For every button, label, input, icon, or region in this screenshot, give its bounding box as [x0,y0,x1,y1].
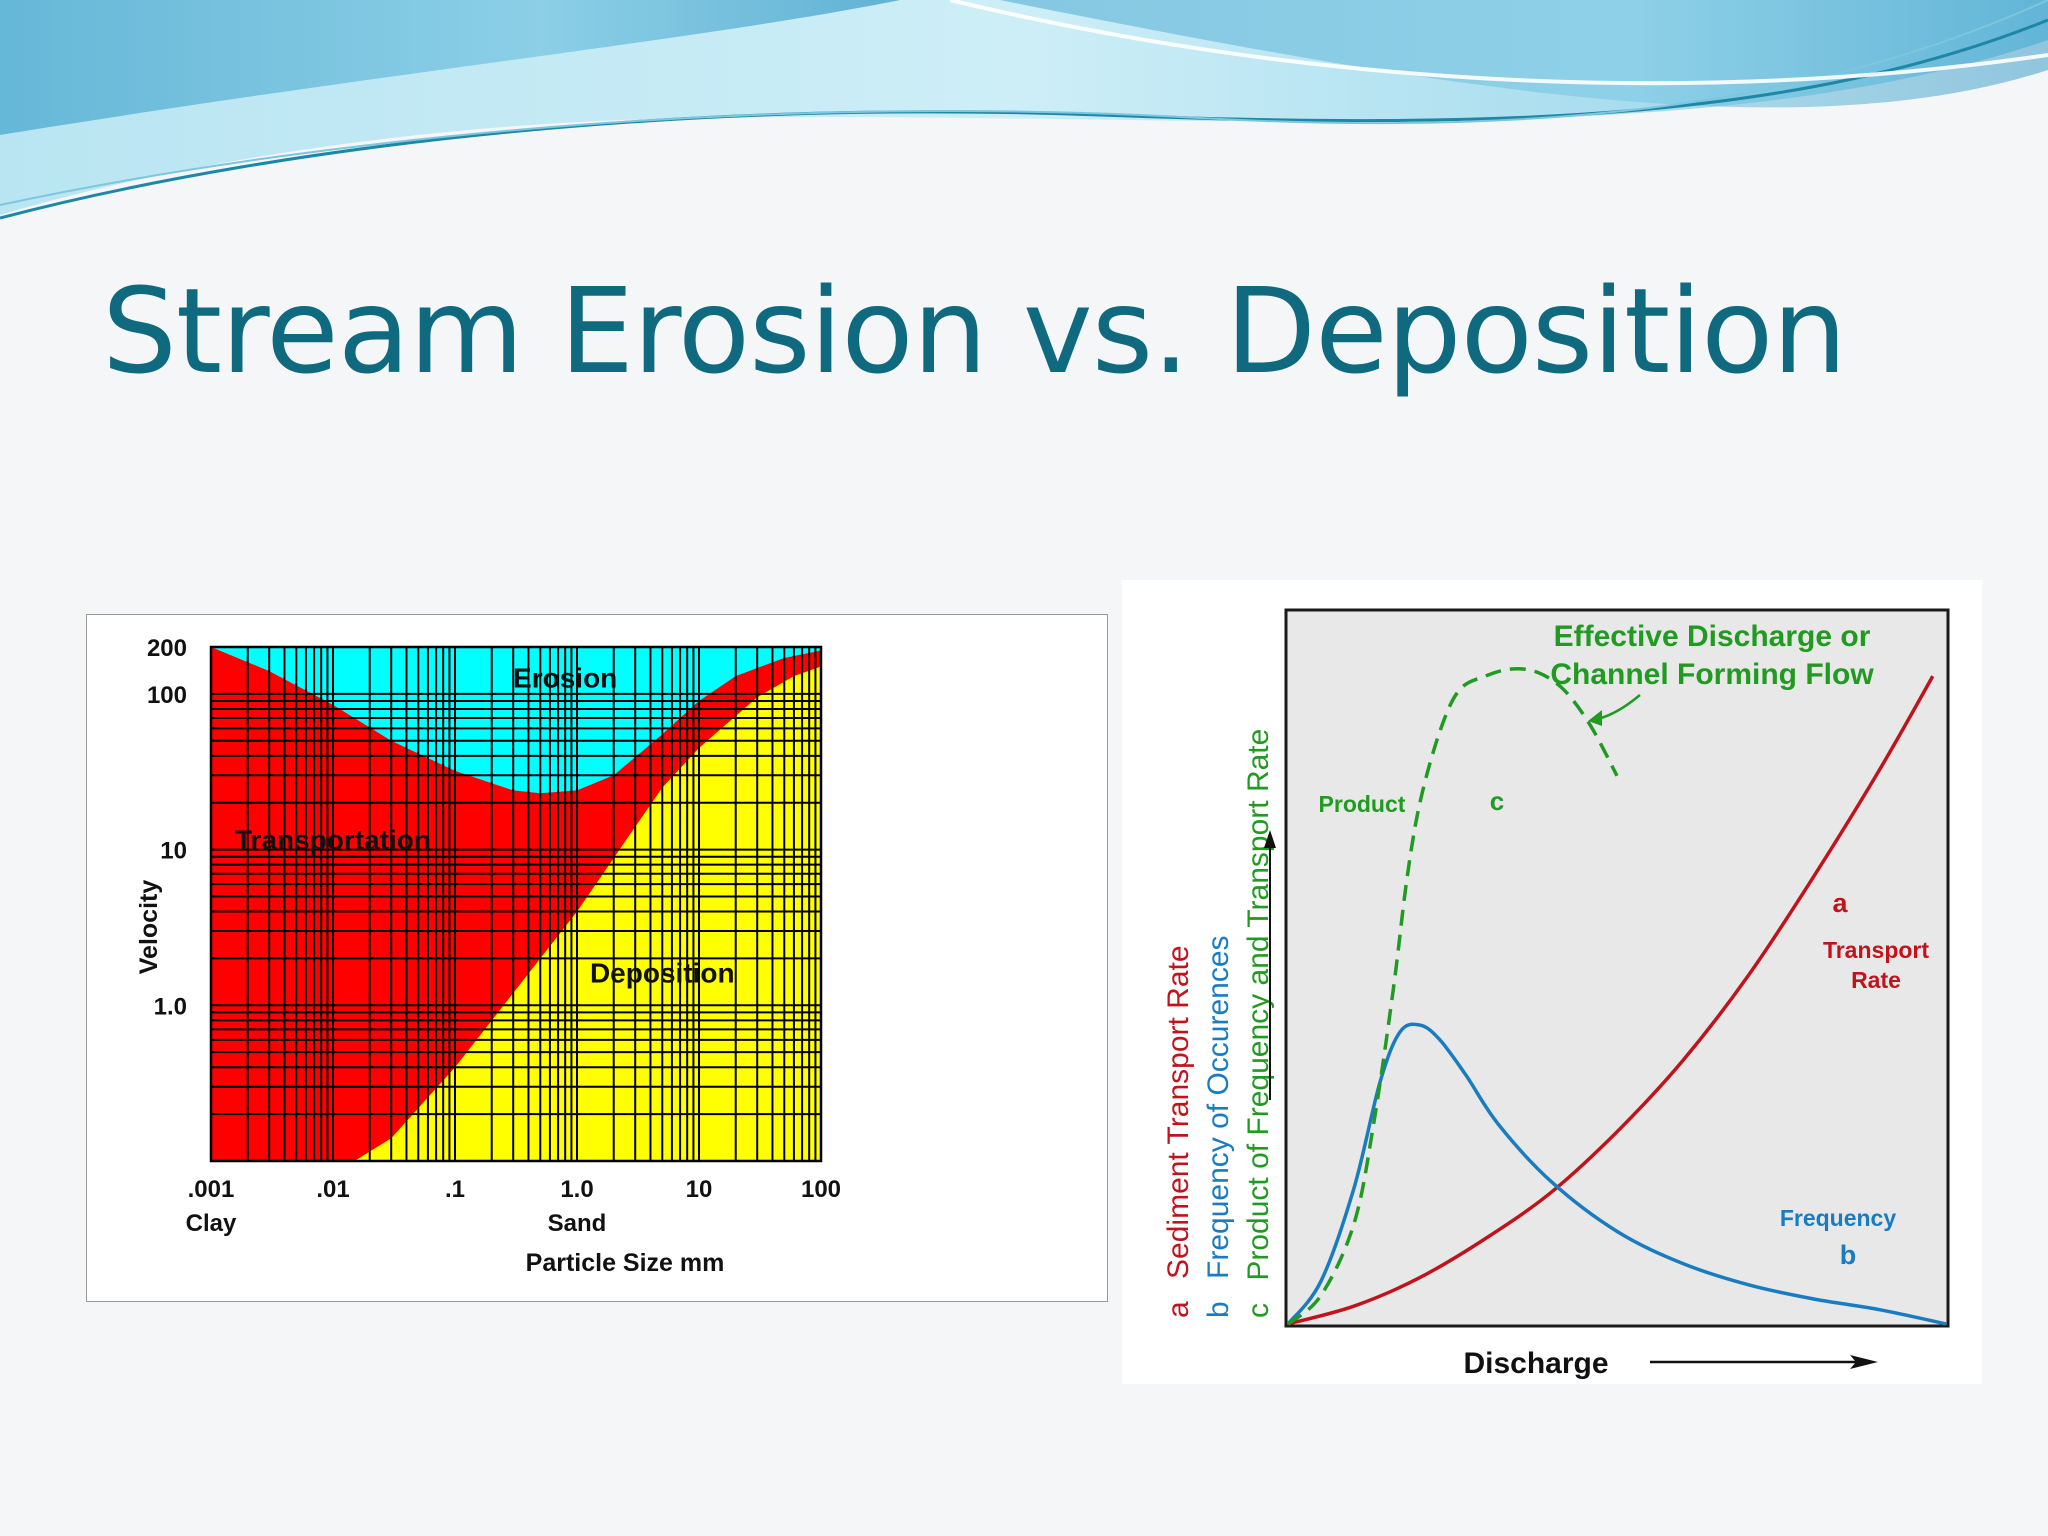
series-line-c [1286,667,1619,1326]
annotation-frequency-letter: b [1840,1240,1857,1270]
discharge-x-axis-label: Discharge [1463,1347,1608,1380]
annotation-product-label: Product [1319,791,1406,817]
effective-discharge-chart: Effective Discharge or Channel Forming F… [1162,608,1950,1380]
x-tick-label: 10 [686,1176,713,1203]
region-label-deposition: Deposition [590,958,735,989]
y-label-letter-b: b [1202,1301,1235,1318]
slide-title: Stream Erosion vs. Deposition [102,262,1847,400]
x-tick-label: 1.0 [560,1176,593,1203]
y-axis-arrowhead [1264,830,1276,848]
region-deposition [354,666,821,1161]
svg-text:b Frequency of Occuren: b Frequency of Occurences [1202,935,1235,1318]
annotation-product-letter: c [1490,786,1504,816]
y-label-frequency-of-occurences: Frequency of Occurences [1202,935,1235,1279]
y-label-letter-c: c [1242,1303,1275,1318]
effective-discharge-arrowhead [1588,710,1602,726]
y-tick-label: 200 [147,635,187,662]
x-tick-label: .1 [445,1176,465,1203]
annotation-transport-line1: Transport [1823,937,1929,963]
hjulstrom-y-axis-label: Velocity [135,880,163,975]
annotation-effective-discharge-line1: Effective Discharge or [1554,620,1871,653]
annotation-frequency-label: Frequency [1780,1205,1897,1231]
annotation-transport-line2: Rate [1851,967,1901,993]
y-tick-label: 10 [160,838,187,865]
x-tick-label: 100 [801,1176,841,1203]
annotation-transport-letter: a [1832,888,1848,918]
hjulstrom-chart: Erosion Transportation Deposition .001 .01.… [135,635,841,1277]
x-tick-label: .001 [188,1176,235,1203]
hjulstrom-chart-panel: Erosion Transportation Deposition .001 .01.… [86,614,1108,1302]
header-wave-banner [0,0,2048,220]
effective-discharge-chart-panel: Effective Discharge or Channel Forming F… [1122,580,1982,1384]
region-erosion [211,647,821,794]
hjulstrom-x-axis-label: Particle Size mm [526,1249,725,1277]
series-line-b [1286,1022,1947,1326]
region-label-transportation: Transportation [235,825,431,856]
svg-text:a Sediment Transport R: a Sediment Transport Rate [1162,945,1195,1318]
y-label-sediment-transport-rate: Sediment Transport Rate [1162,945,1195,1279]
y-label-letter-a: a [1162,1301,1195,1318]
x-tick-label: .01 [316,1176,349,1203]
x-category-label-sand: Sand [548,1210,607,1237]
x-category-label-clay: Clay [186,1210,237,1237]
y-tick-label: 100 [147,682,187,709]
series-line-a [1287,675,1935,1326]
hjulstrom-plot-border [209,645,823,1163]
region-label-erosion: Erosion [513,662,617,693]
annotation-effective-discharge-line2: Channel Forming Flow [1550,658,1874,691]
y-tick-label: 1.0 [154,993,187,1020]
x-axis-arrowhead [1850,1355,1878,1369]
